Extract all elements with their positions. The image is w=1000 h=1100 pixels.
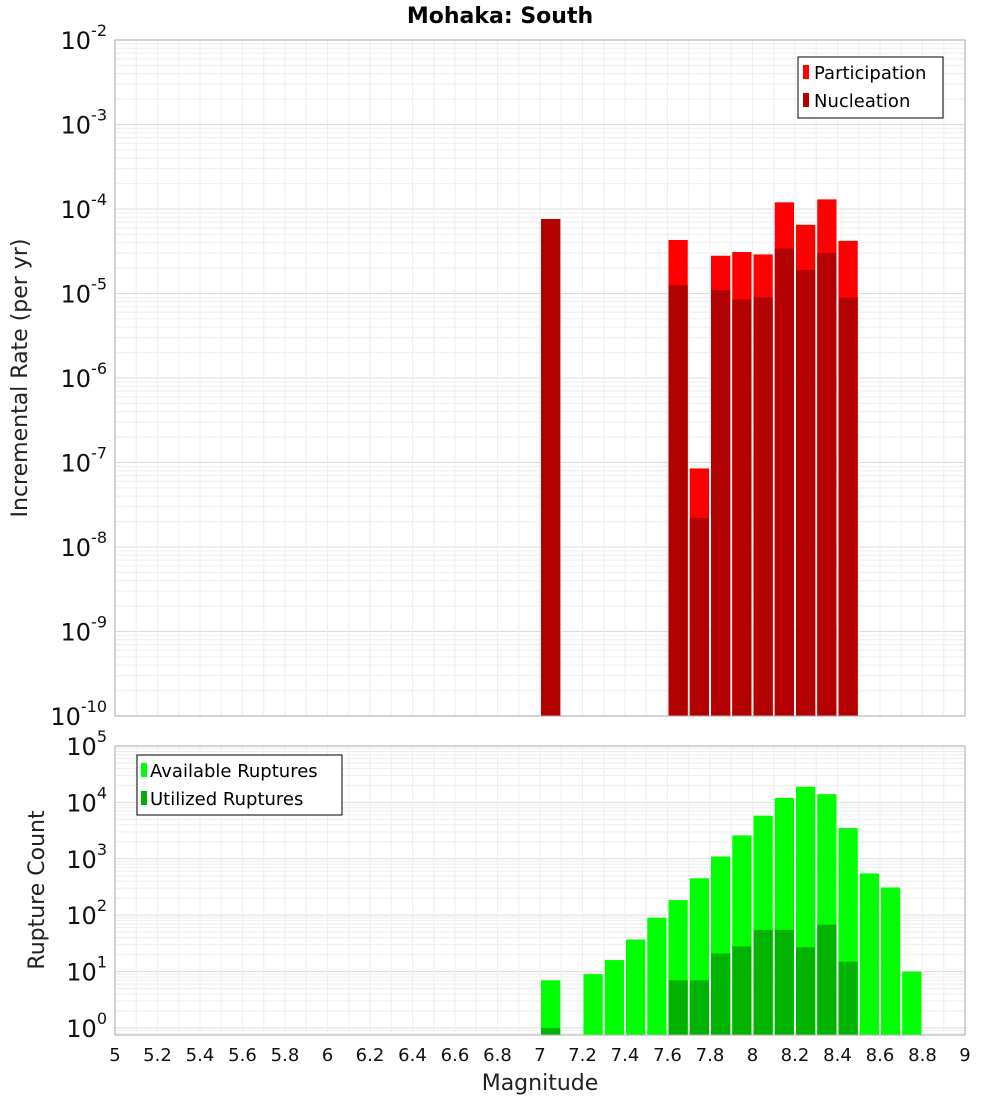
rate-legend-box bbox=[797, 56, 944, 119]
nucleation-bar bbox=[838, 297, 858, 716]
available-bar bbox=[541, 980, 561, 1035]
utilized-bar bbox=[838, 961, 858, 1035]
utilized-bar bbox=[796, 947, 816, 1035]
chart-title: Mohaka: South bbox=[407, 4, 593, 29]
available-bar bbox=[881, 887, 901, 1035]
x-tick-label: 7.4 bbox=[611, 1045, 640, 1066]
nucleation-bar bbox=[711, 290, 731, 716]
nucleation-bar bbox=[753, 297, 773, 716]
x-tick-label: 6.4 bbox=[398, 1045, 427, 1066]
x-tick-label: 8.6 bbox=[866, 1045, 895, 1066]
count-y-tick-label: 102 bbox=[66, 896, 107, 930]
available-bar bbox=[859, 873, 879, 1035]
x-tick-label: 5 bbox=[109, 1045, 120, 1066]
x-tick-label: 8.2 bbox=[781, 1045, 810, 1066]
nucleation-bar bbox=[774, 248, 794, 716]
x-tick-label: 7.2 bbox=[568, 1045, 597, 1066]
utilized-legend-swatch bbox=[141, 791, 147, 805]
x-tick-label: 6 bbox=[322, 1045, 333, 1066]
rate-grid bbox=[114, 39, 966, 717]
rate-y-tick-label: 10-2 bbox=[61, 21, 108, 55]
count-legend: Available Ruptures Utilized Ruptures bbox=[136, 754, 343, 816]
available-bar bbox=[902, 971, 922, 1035]
nucleation-bar bbox=[732, 299, 752, 716]
nucleation-bar bbox=[668, 285, 688, 716]
rate-plot-frame bbox=[114, 39, 966, 717]
utilized-bar bbox=[541, 1027, 561, 1035]
nucleation-bar bbox=[817, 253, 837, 716]
count-plot-frame bbox=[114, 745, 966, 1036]
x-tick-label: 5.2 bbox=[143, 1045, 172, 1066]
available-legend-label: Available Ruptures bbox=[150, 761, 318, 782]
utilized-bar bbox=[668, 980, 688, 1035]
nucleation-bar bbox=[796, 269, 816, 716]
count-bars bbox=[541, 786, 922, 1035]
count-y-tick-label: 100 bbox=[66, 1009, 107, 1043]
count-y-axis-label: Rupture Count bbox=[25, 810, 50, 970]
nucleation-legend-label: Nucleation bbox=[814, 91, 910, 112]
rate-y-ticks: 10-10 10-9 10-8 10-7 10-6 10-5 10-4 10-3 10-2 bbox=[50, 21, 107, 731]
x-tick-label: 5.8 bbox=[271, 1045, 300, 1066]
nucleation-legend-swatch bbox=[803, 93, 809, 107]
x-tick-label: 8.4 bbox=[823, 1045, 852, 1066]
rate-y-tick-label: 10-10 bbox=[50, 697, 107, 731]
rate-y-axis-label: Incremental Rate (per yr) bbox=[8, 239, 33, 518]
count-y-ticks: 100 101 102 103 104 105 bbox=[66, 727, 107, 1043]
x-tick-label: 5.4 bbox=[186, 1045, 215, 1066]
x-tick-label: 6.8 bbox=[483, 1045, 512, 1066]
nucleation-bar bbox=[689, 518, 709, 716]
utilized-bar bbox=[817, 924, 837, 1035]
rate-y-tick-label: 10-6 bbox=[61, 359, 108, 393]
x-tick-label: 7.6 bbox=[653, 1045, 682, 1066]
x-tick-label: 9 bbox=[959, 1045, 970, 1066]
utilized-legend-label: Utilized Ruptures bbox=[150, 789, 303, 810]
utilized-bar bbox=[711, 953, 731, 1035]
x-axis-label: Magnitude bbox=[482, 1071, 599, 1096]
nucleation-bar bbox=[541, 219, 561, 716]
rate-bars bbox=[541, 199, 858, 717]
x-tick-label: 7.8 bbox=[696, 1045, 725, 1066]
rate-y-tick-label: 10-8 bbox=[61, 528, 108, 562]
x-tick-label: 6.2 bbox=[356, 1045, 385, 1066]
utilized-bar bbox=[753, 929, 773, 1035]
rate-y-tick-label: 10-7 bbox=[61, 444, 108, 478]
count-y-tick-label: 104 bbox=[66, 783, 107, 817]
x-tick-label: 5.6 bbox=[228, 1045, 257, 1066]
count-legend-box bbox=[136, 754, 343, 816]
participation-legend-label: Participation bbox=[814, 63, 926, 84]
participation-legend-swatch bbox=[803, 65, 809, 79]
rate-legend: Participation Nucleation bbox=[797, 56, 944, 119]
x-tick-labels: 5 5.2 5.4 5.6 5.8 6 6.2 6.4 6.6 6.8 7 7.2 7.4 7.6 7.8 8… bbox=[109, 1045, 970, 1066]
x-tick-label: 6.6 bbox=[441, 1045, 470, 1066]
count-y-tick-label: 103 bbox=[66, 840, 107, 874]
utilized-bar bbox=[732, 946, 752, 1035]
count-y-tick-label: 105 bbox=[66, 727, 107, 761]
rate-panel: 10-10 10-9 10-8 10-7 10-6 10-5 10-4 10-3 10-2 In… bbox=[8, 21, 966, 731]
utilized-bar bbox=[774, 929, 794, 1035]
available-bar bbox=[647, 917, 667, 1035]
available-bar bbox=[626, 939, 646, 1035]
utilized-bar bbox=[689, 980, 709, 1035]
x-tick-label: 8.8 bbox=[908, 1045, 937, 1066]
rate-y-tick-label: 10-5 bbox=[61, 275, 108, 309]
count-panel: 100 101 102 103 104 105 5 5.2 5.4 5.6 5.8 6 6.2 6.4 6… bbox=[25, 727, 971, 1096]
x-tick-label: 7 bbox=[534, 1045, 545, 1066]
rate-y-tick-label: 10-4 bbox=[61, 190, 108, 224]
available-legend-swatch bbox=[141, 763, 147, 777]
x-tick-label: 8 bbox=[747, 1045, 758, 1066]
available-bar bbox=[604, 960, 624, 1035]
available-bar bbox=[583, 974, 603, 1035]
rate-y-tick-label: 10-9 bbox=[61, 613, 108, 647]
rate-y-tick-label: 10-3 bbox=[61, 106, 108, 140]
count-y-tick-label: 101 bbox=[66, 953, 107, 987]
